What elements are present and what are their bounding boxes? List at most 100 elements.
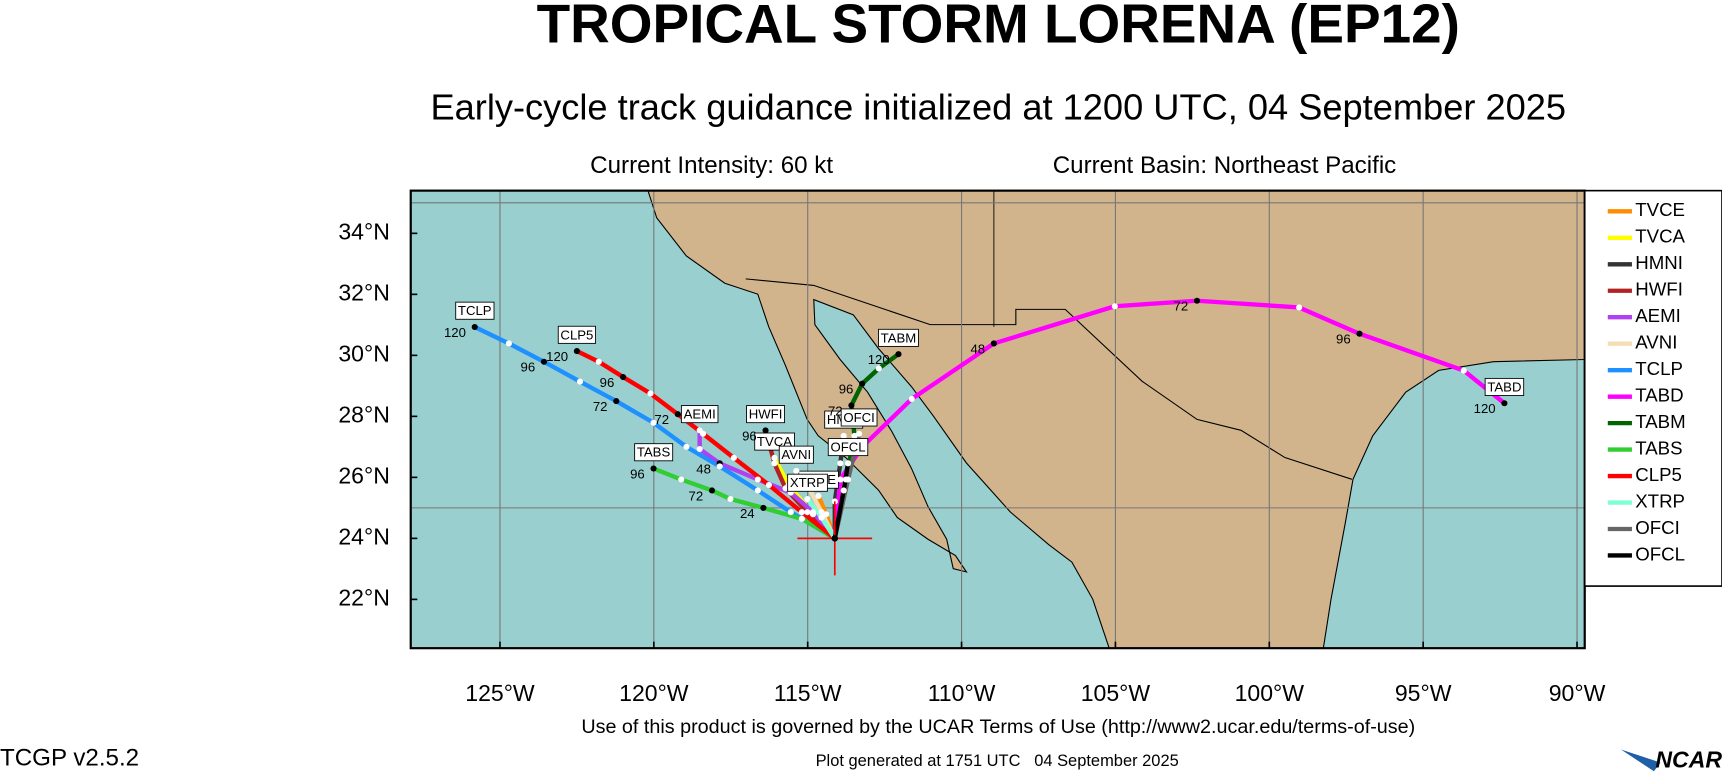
track-point bbox=[818, 514, 825, 521]
hour-label: 120 bbox=[546, 349, 568, 364]
track-point bbox=[848, 402, 855, 409]
x-tick-label: 95°W bbox=[1395, 680, 1452, 706]
track-point bbox=[1111, 303, 1118, 310]
y-tick-label: 30°N bbox=[338, 340, 390, 366]
y-tick-label: 28°N bbox=[338, 401, 390, 427]
legend-label: TCLP bbox=[1635, 358, 1683, 379]
track-point bbox=[1193, 297, 1201, 304]
track-point bbox=[674, 411, 681, 418]
track-point bbox=[619, 373, 627, 381]
track-tag-box bbox=[455, 301, 495, 320]
hour-label: 96 bbox=[521, 360, 536, 375]
track-tag-label: TCLP bbox=[458, 303, 492, 318]
track-tag-label: HWFI bbox=[749, 407, 783, 422]
track-tag-box bbox=[634, 443, 674, 462]
border bbox=[745, 278, 1353, 480]
legend-label: XTRP bbox=[1635, 490, 1685, 511]
y-tick-label: 34°N bbox=[338, 218, 390, 244]
title: TROPICAL STORM LORENA (EP12) bbox=[537, 0, 1460, 55]
track-point bbox=[505, 340, 512, 347]
hour-label: 120 bbox=[1474, 401, 1496, 416]
y-tick-label: 24°N bbox=[338, 523, 390, 549]
track-tag-box bbox=[680, 405, 719, 424]
track-point bbox=[895, 351, 902, 358]
track-point bbox=[700, 430, 707, 437]
track-point bbox=[708, 487, 716, 494]
x-tick-label: 110°W bbox=[928, 680, 996, 706]
track-point bbox=[576, 378, 584, 385]
track-tag-box bbox=[878, 328, 919, 347]
y-tick-label: 22°N bbox=[338, 585, 390, 611]
track-tag-box bbox=[1484, 377, 1525, 396]
track-point bbox=[1356, 330, 1363, 337]
track-point bbox=[793, 467, 800, 475]
track-tag-box bbox=[778, 445, 814, 464]
land bbox=[647, 190, 1585, 649]
track-point bbox=[840, 432, 847, 439]
track-tag: CLP5 bbox=[557, 325, 597, 344]
track-point bbox=[647, 390, 654, 397]
track-point bbox=[1501, 400, 1508, 407]
track-tag-label: OFCL bbox=[830, 440, 865, 455]
track-point bbox=[851, 432, 858, 439]
legend-label: TABS bbox=[1635, 438, 1682, 459]
track-point bbox=[765, 481, 773, 489]
logo: NCAR bbox=[1655, 747, 1722, 773]
hour-label: 96 bbox=[1336, 332, 1351, 347]
legend-label: HMNI bbox=[1635, 252, 1683, 273]
track-tag: HWFI bbox=[746, 405, 785, 424]
basin: Current Basin: Northeast Pacific bbox=[1053, 152, 1397, 179]
track-point bbox=[875, 365, 882, 372]
track-point bbox=[595, 358, 602, 365]
track-tag: OFCL bbox=[827, 438, 869, 457]
track-tag-box bbox=[840, 408, 878, 427]
map: TVCETVCAHMNI96HWFI48AEMIAVNI7296120TCLP4… bbox=[410, 190, 1585, 649]
track-point bbox=[760, 504, 767, 511]
hour-label: 96 bbox=[742, 428, 757, 443]
tracks: TVCETVCAHMNI96HWFI48AEMIAVNI7296120TCLP4… bbox=[410, 190, 1585, 649]
legend-label: OFCI bbox=[1635, 517, 1680, 538]
legend-label: AVNI bbox=[1635, 332, 1677, 353]
track-point bbox=[540, 358, 548, 365]
track-point bbox=[804, 495, 811, 503]
track-point bbox=[1460, 367, 1467, 374]
storm-point bbox=[831, 535, 839, 542]
track-point bbox=[771, 454, 778, 461]
hour-label: 120 bbox=[444, 325, 466, 340]
track-point bbox=[798, 515, 805, 522]
hour-label: 96 bbox=[600, 375, 615, 390]
track-tag-label: TABM bbox=[881, 330, 917, 345]
track-point bbox=[856, 430, 863, 437]
x-tick-label: 125°W bbox=[465, 680, 535, 706]
track-point bbox=[859, 380, 866, 387]
legend-label: TVCE bbox=[1635, 199, 1685, 220]
track-tag-label: TABS bbox=[637, 445, 671, 460]
subtitle: Early-cycle track guidance initialized a… bbox=[430, 87, 1566, 128]
track-tag-label: AEMI bbox=[684, 407, 716, 422]
track-point bbox=[844, 460, 852, 467]
track-point bbox=[696, 445, 703, 453]
track-point bbox=[683, 443, 690, 450]
track bbox=[575, 349, 837, 541]
x-tick-label: 120°W bbox=[619, 680, 689, 706]
hour-label: 96 bbox=[839, 382, 854, 397]
track-tag-box bbox=[557, 325, 597, 344]
track-point bbox=[798, 509, 805, 516]
legend-label: AEMI bbox=[1635, 305, 1681, 326]
track-point bbox=[908, 395, 915, 403]
track-point bbox=[837, 476, 844, 483]
track-point bbox=[818, 509, 825, 516]
track-point bbox=[990, 340, 997, 347]
track-tag: TABM bbox=[878, 328, 919, 347]
y-tick-label: 32°N bbox=[338, 279, 390, 305]
track-point bbox=[762, 427, 769, 434]
x-tick-label: 90°W bbox=[1549, 680, 1606, 706]
track-point bbox=[573, 348, 580, 355]
logo-mark bbox=[1620, 749, 1661, 772]
track-tag: OFCI bbox=[840, 408, 878, 427]
track-point bbox=[1296, 304, 1303, 311]
track-point bbox=[844, 476, 852, 483]
legend-box bbox=[1583, 189, 1722, 587]
track-tag: TCLP bbox=[455, 301, 495, 320]
